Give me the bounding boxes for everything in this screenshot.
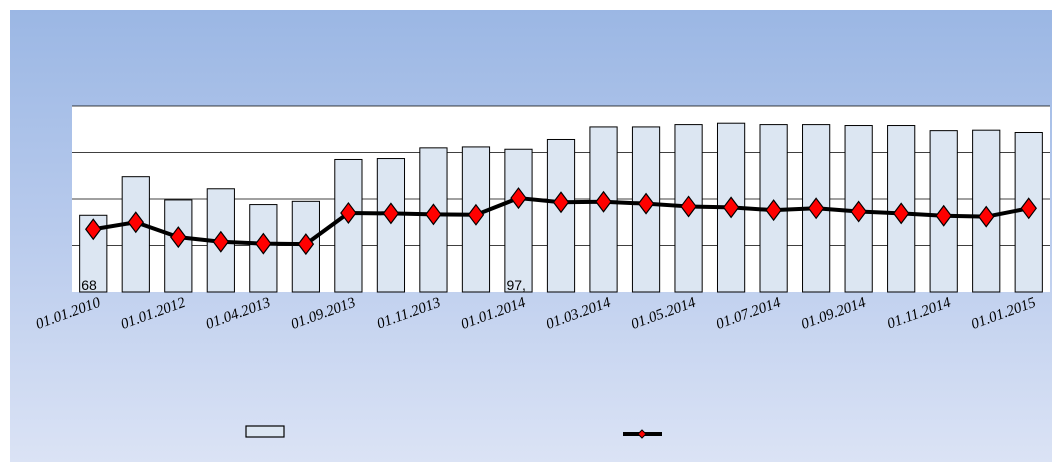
bar — [546, 138, 576, 293]
line-point — [935, 204, 952, 227]
line-point — [680, 195, 697, 218]
data-label: 97, — [506, 277, 525, 293]
line-point — [255, 232, 272, 255]
bar — [121, 176, 150, 293]
data-label: 68 — [81, 277, 97, 293]
line-point — [467, 203, 485, 226]
bar — [376, 158, 406, 293]
x-tick-label: 01.09.2014 — [799, 295, 868, 333]
bar — [504, 148, 533, 293]
x-tick-label: 01.09.2013 — [289, 295, 358, 333]
x-tick-label: 01.11.2013 — [375, 295, 443, 333]
x-tick-label: 01.01.2012 — [119, 295, 188, 333]
x-tick-label: 01.01.2015 — [969, 295, 1038, 333]
x-tick-label: 01.01.2010 — [34, 295, 103, 333]
line-point — [85, 218, 102, 241]
line-point — [765, 199, 782, 222]
line-point — [212, 230, 230, 253]
line-point — [425, 203, 442, 226]
line-point — [850, 200, 867, 223]
x-tick-label: 01.07.2014 — [714, 295, 783, 333]
x-tick-label: 01.11.2014 — [885, 295, 953, 333]
x-tick-label: 01.03.2014 — [544, 295, 613, 333]
legend-bar-swatch — [245, 425, 285, 438]
line-point — [595, 190, 612, 213]
line-point — [977, 205, 995, 228]
x-tick-label: 01.04.2013 — [204, 295, 273, 333]
line-point — [892, 202, 910, 225]
line-point — [1020, 197, 1037, 220]
combo-chart: 68 97, 01.01.2010 01.01.2012 01.04.2013 01.0… — [34, 105, 1050, 439]
chart-frame: 68 97, 01.01.2010 01.01.2012 01.04.2013 01.0… — [10, 10, 1052, 462]
line-point — [382, 202, 400, 225]
line-point — [340, 201, 357, 224]
line-point — [127, 211, 145, 234]
line-point — [297, 233, 315, 256]
x-tick-label: 01.05.2014 — [629, 295, 698, 333]
line-point — [552, 191, 570, 214]
line-point — [510, 187, 527, 210]
line-point — [722, 196, 740, 219]
bar — [334, 158, 363, 293]
line-point — [637, 192, 655, 215]
legend-line-marker — [637, 429, 647, 439]
line-point — [170, 226, 187, 249]
line-point — [807, 197, 825, 220]
x-tick-label: 01.01.2014 — [459, 295, 528, 333]
